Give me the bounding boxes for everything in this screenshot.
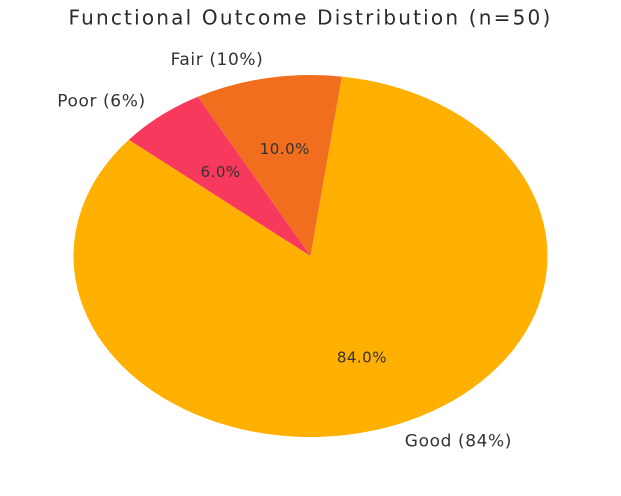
pie-slice-good (73, 76, 548, 438)
pct-label-poor: 6.0% (201, 163, 241, 181)
pie-slice-poor (128, 96, 311, 256)
pie-slice-fair (197, 75, 342, 256)
pct-label-fair: 10.0% (260, 140, 310, 158)
slice-label-poor: Poor (6%) (57, 92, 145, 112)
slice-label-fair: Fair (10%) (171, 50, 264, 70)
pct-label-good: 84.0% (337, 348, 387, 366)
chart-title: Functional Outcome Distribution (n=50) (68, 6, 552, 30)
slice-label-good: Good (84%) (405, 432, 512, 452)
